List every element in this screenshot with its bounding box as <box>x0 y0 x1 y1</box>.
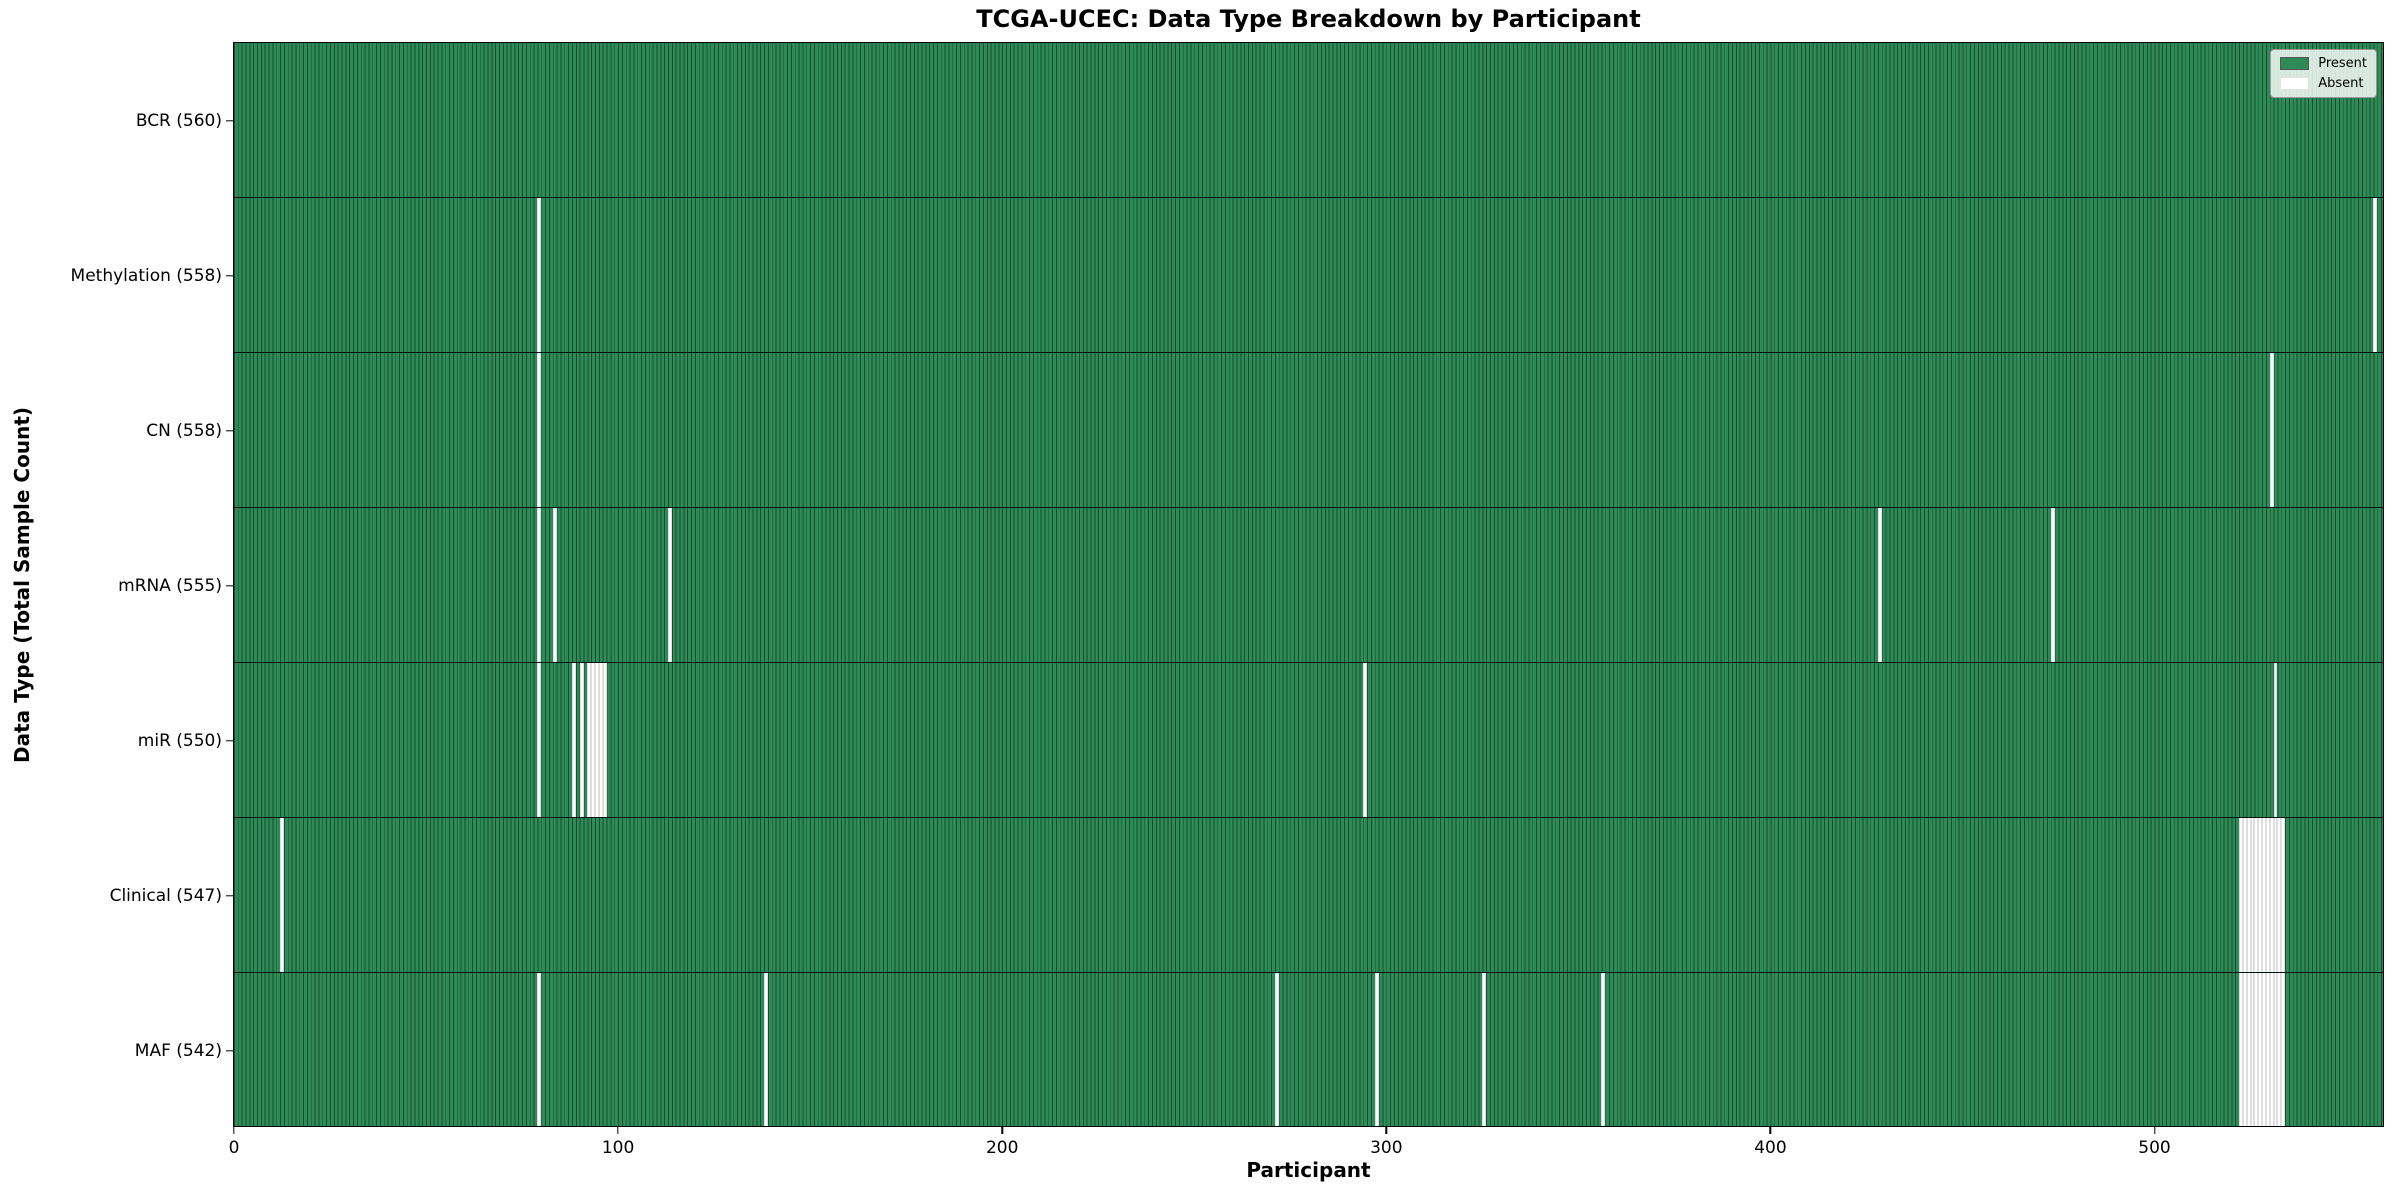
absent-cell <box>2277 818 2282 972</box>
legend-item-present: Present <box>2280 56 2367 71</box>
absent-cell <box>2281 973 2286 1126</box>
y-tick-label: BCR (560) <box>135 110 222 131</box>
y-tick-label: Clinical (547) <box>109 885 222 906</box>
y-tick <box>226 274 234 277</box>
absent-cell <box>1601 973 1606 1126</box>
x-axis-label: Participant <box>1246 1158 1371 1182</box>
absent-cell <box>591 663 596 817</box>
absent-cell <box>2254 973 2259 1126</box>
absent-cell <box>572 663 576 817</box>
absent-cell <box>537 973 542 1126</box>
absent-swatch <box>2280 77 2310 90</box>
absent-cell <box>579 663 584 817</box>
row-MAF <box>234 973 2383 1126</box>
absent-cell <box>1374 973 1379 1126</box>
absent-cell <box>280 818 284 972</box>
row-BCR <box>234 43 2383 198</box>
absent-cell <box>2258 818 2263 972</box>
x-tick-label: 0 <box>228 1138 240 1158</box>
y-tick <box>226 119 234 122</box>
absent-cell <box>2050 508 2055 662</box>
absent-cell <box>537 508 542 662</box>
present-swatch <box>2280 57 2310 70</box>
y-tick-label: miR (550) <box>137 730 222 751</box>
absent-cell <box>2246 818 2251 972</box>
y-tick-label: Methylation (558) <box>70 265 222 286</box>
absent-cell <box>2262 973 2266 1126</box>
x-tick-label: 500 <box>2138 1138 2171 1158</box>
absent-cell <box>2262 818 2266 972</box>
x-tick-label: 100 <box>601 1138 635 1158</box>
x-tick <box>1769 1126 1772 1134</box>
x-tick <box>1001 1126 1003 1134</box>
y-tick <box>226 429 234 432</box>
absent-cell <box>2246 973 2251 1126</box>
y-tick-label: MAF (542) <box>134 1040 222 1061</box>
absent-cell <box>2281 818 2286 972</box>
absent-cell <box>764 973 768 1126</box>
x-tick <box>617 1126 619 1134</box>
absent-cell <box>668 508 672 662</box>
x-tick-label: 200 <box>985 1138 1019 1158</box>
legend-label-absent: Absent <box>2318 76 2364 91</box>
absent-cell <box>1877 508 1882 662</box>
absent-cell <box>2258 973 2263 1126</box>
absent-cell <box>1363 663 1368 817</box>
absent-cell <box>537 353 542 507</box>
x-tick <box>1385 1126 1388 1134</box>
absent-cell <box>2273 973 2278 1126</box>
absent-cell <box>2242 973 2247 1126</box>
absent-cell <box>2242 818 2247 972</box>
absent-cell <box>2265 818 2270 972</box>
absent-cell <box>2254 818 2259 972</box>
absent-cell <box>1482 973 1487 1126</box>
y-tick-label: mRNA (555) <box>118 575 222 596</box>
rows <box>234 43 2383 1126</box>
y-tick-label: CN (558) <box>146 420 222 441</box>
x-tick <box>233 1126 235 1134</box>
row-miR <box>234 663 2383 818</box>
y-tick <box>226 1049 234 1052</box>
row-Methylation <box>234 198 2383 353</box>
absent-cell <box>2269 818 2274 972</box>
absent-cell <box>2239 973 2243 1126</box>
absent-cell <box>552 508 557 662</box>
absent-cell <box>537 663 542 817</box>
absent-cell <box>2265 973 2270 1126</box>
y-tick <box>226 894 234 897</box>
y-axis-label: Data Type (Total Sample Count) <box>10 406 34 764</box>
absent-cell <box>2269 353 2274 507</box>
absent-cell <box>595 663 599 817</box>
x-tick <box>2153 1126 2156 1134</box>
chart-title: TCGA-UCEC: Data Type Breakdown by Partic… <box>976 5 1641 33</box>
absent-cell <box>537 198 542 352</box>
absent-cell <box>2250 973 2255 1126</box>
legend: Present Absent <box>2270 49 2377 98</box>
row-mRNA <box>234 508 2383 663</box>
legend-item-absent: Absent <box>2280 76 2367 91</box>
absent-cell <box>598 663 603 817</box>
absent-cell <box>2273 663 2278 817</box>
absent-cell <box>602 663 607 817</box>
absent-cell <box>587 663 592 817</box>
absent-cell <box>2373 198 2378 352</box>
legend-label-present: Present <box>2318 56 2367 71</box>
absent-cell <box>2269 973 2274 1126</box>
absent-cell <box>2277 973 2282 1126</box>
y-tick <box>226 584 234 587</box>
x-tick-label: 400 <box>1754 1138 1787 1158</box>
plot-area: 0 100 200 300 400 500 BCR (560) Methylation (5… <box>71 42 2384 1158</box>
row-Clinical <box>234 818 2383 973</box>
absent-cell <box>1274 973 1279 1126</box>
y-tick <box>226 739 234 742</box>
absent-cell <box>2250 818 2255 972</box>
x-tick-label: 300 <box>1370 1138 1403 1158</box>
absent-cell <box>2273 818 2278 972</box>
row-CN <box>234 353 2383 508</box>
absent-cell <box>2239 818 2243 972</box>
